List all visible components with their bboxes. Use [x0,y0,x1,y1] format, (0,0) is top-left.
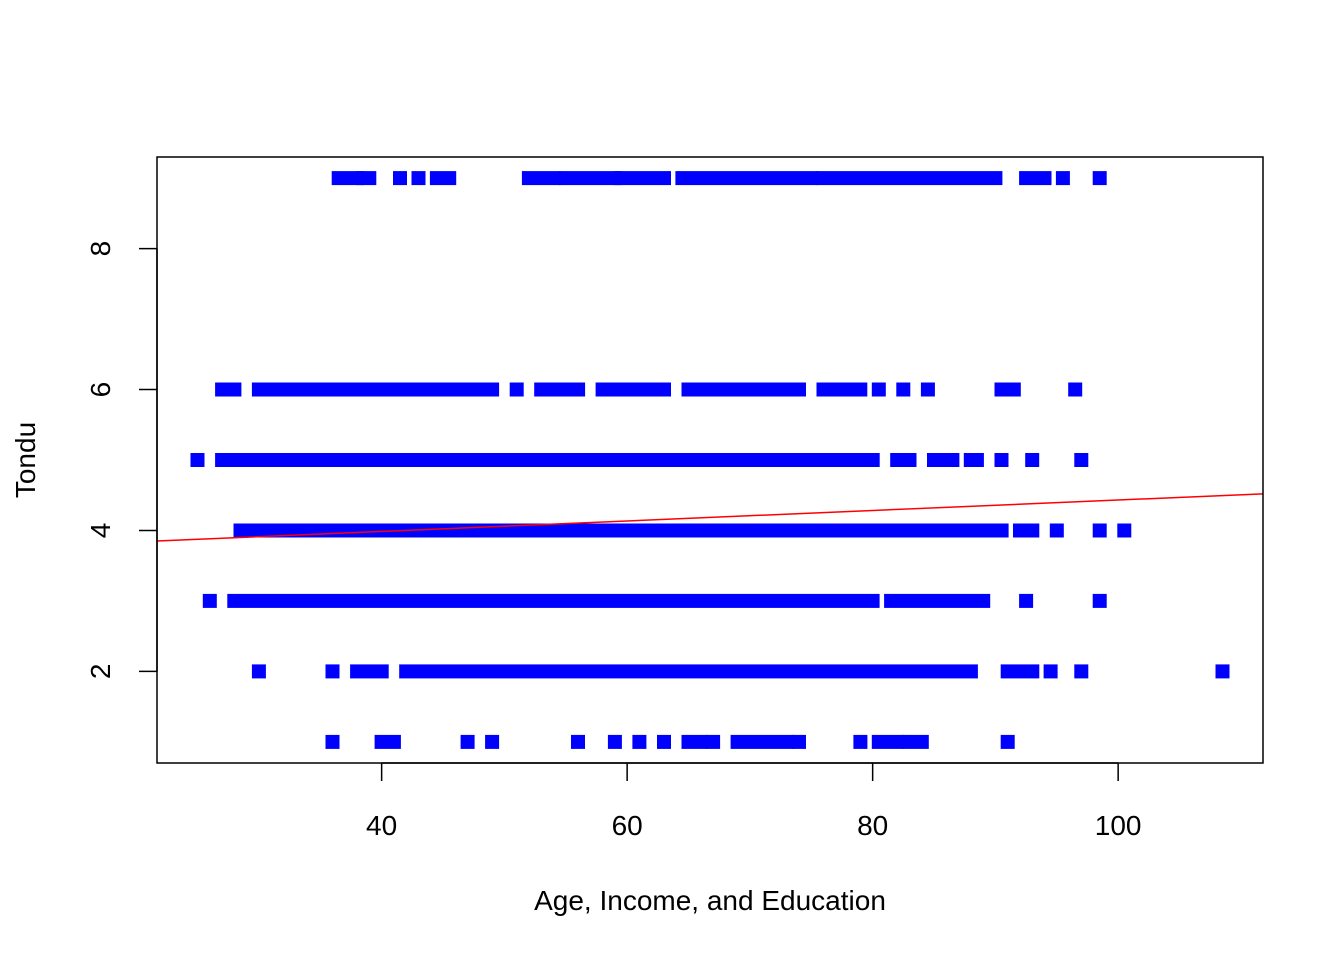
data-point-run [325,382,500,397]
data-point-run [202,593,217,608]
data-point-run [871,734,905,749]
data-point-run [871,382,886,397]
data-point-run [571,734,585,749]
data-point-run [1000,664,1040,679]
data-point-run [1013,523,1040,538]
data-point-run [1074,453,1089,467]
data-point-run [1074,664,1089,679]
data-point-run [927,453,960,467]
data-point-run [1019,171,1052,186]
data-point-run [215,382,242,397]
data-point-run [1117,523,1132,538]
data-point-run [890,453,917,467]
data-point-run [1055,171,1070,186]
data-point-run [902,734,929,749]
data-point-run [607,734,622,749]
data-point-run [1025,453,1040,467]
data-point-run [1092,593,1107,608]
data-point-run [675,171,819,186]
data-point-run [884,593,991,608]
data-point-run [251,382,328,397]
data-point-run [792,734,806,749]
data-point-run [1043,664,1058,679]
data-point-run [816,171,1003,186]
data-point-run [215,453,880,467]
data-point-run [1019,593,1034,608]
data-points-group [190,171,1230,749]
data-point-run [251,664,266,679]
x-tick-label: 100 [1095,810,1142,841]
x-axis: 40 60 80 100 [366,762,1142,841]
data-point-run [325,734,340,749]
data-point-run [896,382,911,397]
x-tick-label: 40 [366,810,397,841]
data-point-run [233,523,1009,538]
y-tick-label: 6 [85,382,116,398]
x-axis-label: Age, Income, and Education [534,885,886,916]
x-tick-label: 60 [612,810,643,841]
data-point-run [521,171,561,186]
data-point-run [1068,382,1083,397]
data-point-run [350,664,389,679]
data-point-run [356,171,377,186]
data-point-run [994,382,1021,397]
y-tick-label: 8 [85,241,116,257]
y-tick-label: 2 [85,664,116,680]
data-point-run [853,734,868,749]
y-axis-label: Tondu [10,422,41,498]
data-point-run [429,171,457,186]
data-point-run [190,453,205,467]
data-point-run [994,453,1009,467]
regression-line [156,493,1264,542]
data-point-run [963,453,984,467]
data-point-run [657,734,671,749]
data-point-run [681,734,708,749]
data-point-run [595,382,671,397]
data-point-run [460,734,475,749]
data-point-run [325,664,340,679]
y-tick-label: 4 [85,523,116,539]
data-point-run [1000,734,1015,749]
y-axis: 2 4 6 8 [85,241,158,680]
data-point-run [534,382,561,397]
data-point-run [411,171,426,186]
data-point-run [920,382,935,397]
data-point-run [816,382,868,397]
data-point-run [227,593,880,608]
data-point-run [1049,523,1064,538]
data-point-run [399,664,978,679]
data-point-run [331,171,365,186]
regression-line-group [156,493,1264,542]
data-point-run [558,171,622,186]
data-point-run [1215,664,1230,679]
data-point-run [1092,171,1107,186]
data-point-run [706,734,721,749]
data-point-run [681,382,806,397]
data-point-run [1092,523,1107,538]
data-point-run [374,734,401,749]
data-point-run [632,734,647,749]
data-point-run [614,171,671,186]
data-point-run [393,171,407,186]
x-tick-label: 80 [857,810,888,841]
data-point-run [558,382,586,397]
data-point-run [509,382,524,397]
data-point-run [730,734,794,749]
data-point-run [485,734,500,749]
